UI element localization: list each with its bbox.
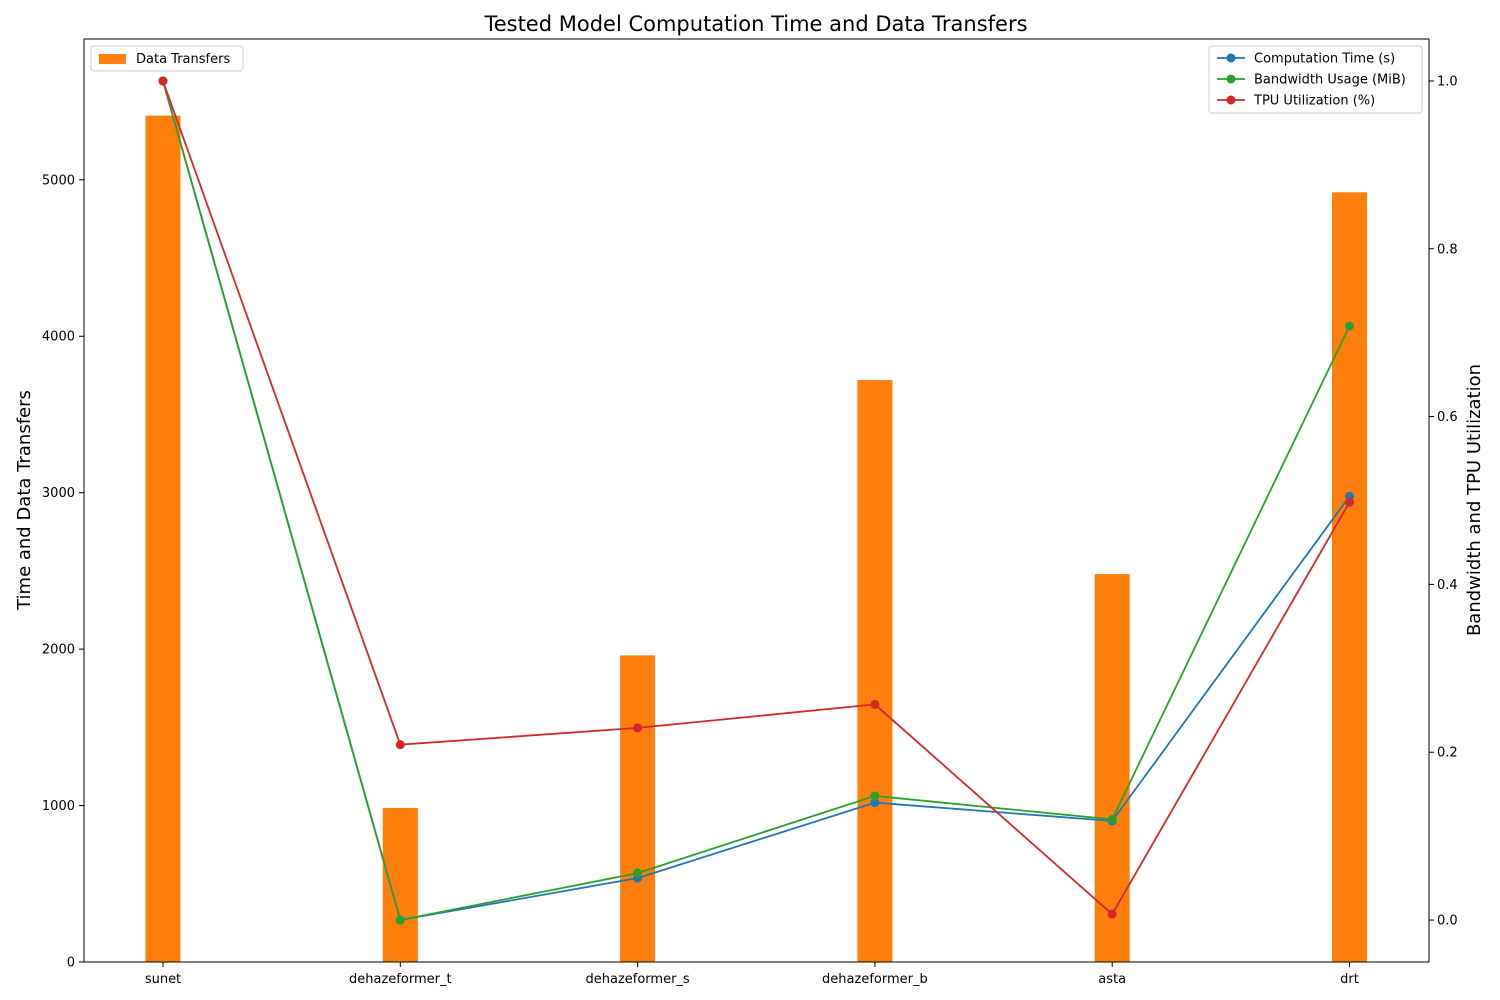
legend-marker-2 <box>1226 95 1236 105</box>
series-1-point-dehazeformer_b <box>870 791 880 801</box>
legend-marker-0 <box>1226 53 1236 63</box>
series-line-2 <box>162 80 1351 916</box>
bar-dehazeformer_b <box>857 380 893 963</box>
right-tick-label: 1.0 <box>1437 74 1458 89</box>
legends: Data Transfers Computation Time (s) Bandwi… <box>90 45 1423 114</box>
legend-swatch-data-transfers <box>99 54 126 64</box>
left-tick-label: 5000 <box>42 173 75 188</box>
series-2-point-sunet <box>158 76 168 86</box>
right-tick-label: 0.6 <box>1437 410 1458 425</box>
x-tick-label: dehazeformer_t <box>349 972 452 987</box>
legend-label-2: TPU Utilization (%) <box>1253 94 1375 109</box>
right-tick-label: 0.8 <box>1437 242 1458 257</box>
series-1-point-dehazeformer_t <box>395 915 405 925</box>
left-tick-label: 3000 <box>42 486 75 501</box>
left-tick-label: 0 <box>67 956 75 971</box>
legend-label-data-transfers: Data Transfers <box>136 52 230 67</box>
x-tick-label: drt <box>1340 972 1359 987</box>
legend-label-0: Computation Time (s) <box>1254 52 1395 67</box>
right-tick-label: 0.0 <box>1437 914 1458 929</box>
bar-asta <box>1094 574 1130 962</box>
plot-frame <box>83 38 1430 963</box>
bar-dehazeformer_s <box>620 655 656 962</box>
series-line-1 <box>162 80 1351 922</box>
right-axis-label: Bandwidth and TPU Utilization <box>1464 364 1485 636</box>
bar-sunet <box>145 115 181 962</box>
series-2-point-dehazeformer_t <box>395 740 405 750</box>
axes: 0 1000 2000 3000 4000 5000 0.0 0.2 0.4 0.6 0.8 1.0 s… <box>42 38 1458 987</box>
series-2-point-asta <box>1107 909 1117 919</box>
bar-drt <box>1332 192 1367 962</box>
plot-area <box>145 76 1367 963</box>
bar-dehazeformer_t <box>382 807 418 962</box>
x-tick-label: sunet <box>145 972 181 987</box>
series-1-point-dehazeformer_s <box>633 868 643 878</box>
legend-box-bars <box>90 45 244 72</box>
left-tick-label: 4000 <box>42 330 75 345</box>
legend-box-lines <box>1208 45 1423 114</box>
left-tick-label: 1000 <box>42 799 75 814</box>
right-tick-label: 0.4 <box>1437 578 1458 593</box>
series-1-point-asta <box>1107 814 1117 824</box>
left-tick-label: 2000 <box>42 643 75 658</box>
series-2-point-drt <box>1345 497 1354 507</box>
legend-label-1: Bandwidth Usage (MiB) <box>1254 73 1406 88</box>
x-tick-label: asta <box>1098 972 1126 987</box>
x-tick-label: dehazeformer_b <box>822 972 928 987</box>
series-0-point-dehazeformer_b <box>870 798 880 808</box>
chart-title: Tested Model Computation Time and Data T… <box>483 12 1027 36</box>
left-axis-label: Time and Data Transfers <box>14 390 35 611</box>
x-tick-label: dehazeformer_s <box>585 972 689 987</box>
right-tick-label: 0.2 <box>1437 746 1458 761</box>
legend-marker-1 <box>1226 74 1236 84</box>
series-1-point-drt <box>1345 321 1354 331</box>
series-2-point-dehazeformer_s <box>633 723 643 733</box>
series-2-point-dehazeformer_b <box>870 699 880 709</box>
